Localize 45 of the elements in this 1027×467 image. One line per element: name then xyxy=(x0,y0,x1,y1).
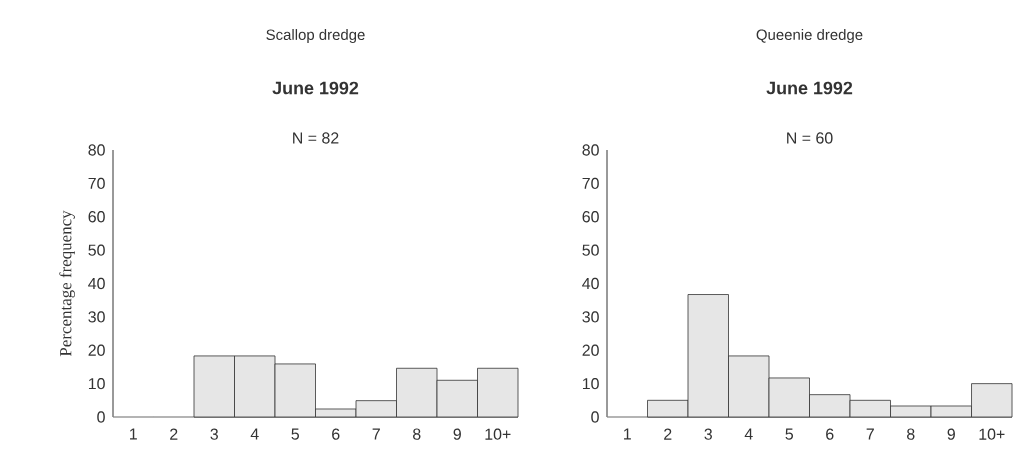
x-tick-label: 5 xyxy=(785,428,794,440)
x-tick-label: 3 xyxy=(704,428,712,440)
y-tick-label: 20 xyxy=(88,344,105,356)
y-tick-label: 30 xyxy=(88,311,105,323)
y-tick-label: 10 xyxy=(582,377,599,390)
y-axis-title: Percentage frequency xyxy=(59,210,75,357)
y-tick-label: 0 xyxy=(97,411,105,423)
chart-title: Scallop dredge xyxy=(266,29,365,43)
text: N = 82 xyxy=(293,132,339,144)
y-tick-label: 60 xyxy=(582,211,599,223)
y-tick-label: 50 xyxy=(582,244,599,256)
y-tick-label: 30 xyxy=(582,311,599,323)
x-tick-label: 7 xyxy=(866,428,874,440)
x-tick-label: 10+ xyxy=(485,428,511,440)
text: N = 60 xyxy=(787,132,833,144)
x-tick-label: 2 xyxy=(664,428,672,440)
y-tick-label: 0 xyxy=(591,411,599,423)
x-tick-label: 8 xyxy=(413,428,421,440)
x-tick-label: 9 xyxy=(947,428,955,440)
x-tick-label: 9 xyxy=(453,428,461,440)
x-tick-label: 1 xyxy=(130,428,137,440)
x-tick-label: 10+ xyxy=(979,428,1005,440)
x-tick-label: 3 xyxy=(210,428,218,440)
y-tick-label: 10 xyxy=(88,377,105,390)
y-tick-label: 40 xyxy=(88,277,105,290)
y-tick-label: 80 xyxy=(88,144,105,156)
x-tick-label: 4 xyxy=(250,428,259,440)
y-tick-label: 80 xyxy=(582,144,599,156)
chart-subtitle: June 1992 xyxy=(272,81,359,95)
chart-subtitle: June 1992 xyxy=(766,81,853,95)
y-tick-label: 70 xyxy=(582,177,599,190)
y-tick-label: 60 xyxy=(88,211,105,223)
x-tick-label: 6 xyxy=(826,428,834,440)
x-tick-label: 1 xyxy=(624,428,631,440)
y-tick-label: 70 xyxy=(88,177,105,190)
x-tick-label: 5 xyxy=(291,428,300,440)
y-tick-label: 50 xyxy=(88,244,105,256)
x-tick-label: 2 xyxy=(170,428,178,440)
y-tick-label: 40 xyxy=(582,277,599,290)
x-tick-label: 4 xyxy=(744,428,753,440)
x-tick-label: 6 xyxy=(332,428,340,440)
y-tick-label: 20 xyxy=(582,344,599,356)
x-tick-label: 8 xyxy=(907,428,915,440)
chart-title: Queenie dredge xyxy=(756,29,863,43)
x-tick-label: 7 xyxy=(372,428,380,440)
